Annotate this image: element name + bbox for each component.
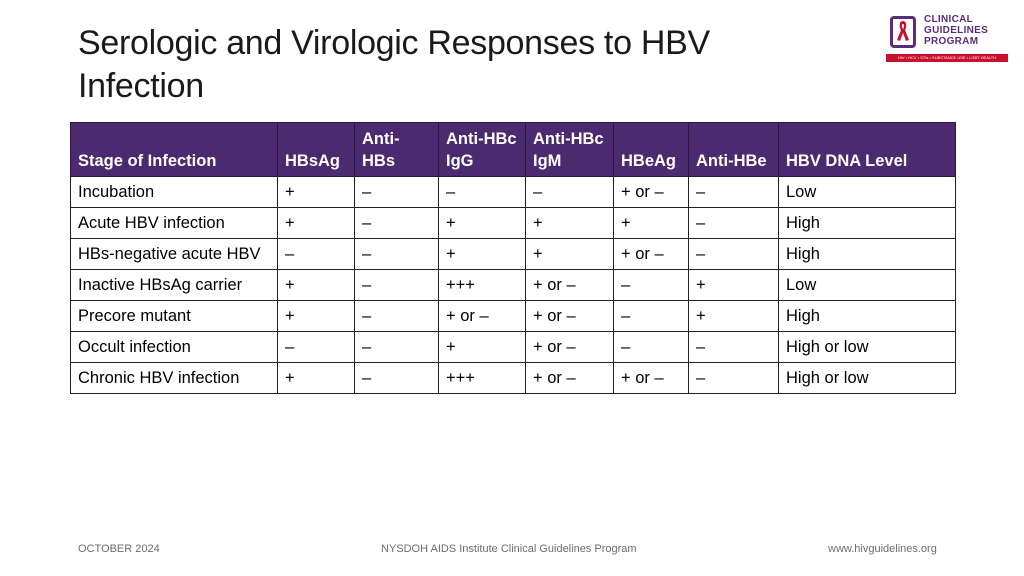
marker-cell: Low xyxy=(778,176,956,208)
column-header-line-2: Anti-HBe xyxy=(696,152,767,170)
table-row: HBs-negative acute HBV – – + + + or – – High xyxy=(70,238,956,270)
footer-url: www.hivguidelines.org xyxy=(828,543,937,555)
table-row: Inactive HBsAg carrier + – +++ + or – – + Low xyxy=(70,269,956,301)
marker-cell: – xyxy=(354,331,439,363)
marker-cell: – xyxy=(613,269,689,301)
marker-cell: + or – xyxy=(438,300,526,332)
column-header-line-2: Stage of Infection xyxy=(78,152,217,170)
logo-line-3: PROGRAM xyxy=(924,36,979,47)
marker-cell: High or low xyxy=(778,362,956,394)
marker-cell: + xyxy=(277,300,355,332)
marker-cell: + or – xyxy=(525,269,614,301)
marker-cell: – xyxy=(354,238,439,270)
marker-cell: +++ xyxy=(438,362,526,394)
stage-cell: Occult infection xyxy=(70,331,278,363)
marker-cell: – xyxy=(354,176,439,208)
table-row: Occult infection – – + + or – – – High or low xyxy=(70,331,956,363)
marker-cell: High xyxy=(778,207,956,239)
marker-cell: – xyxy=(354,269,439,301)
title-line-2: Infection xyxy=(78,67,204,105)
marker-cell: – xyxy=(613,300,689,332)
marker-cell: – xyxy=(688,207,779,239)
marker-cell: – xyxy=(354,207,439,239)
marker-cell: + xyxy=(525,238,614,270)
marker-cell: – xyxy=(688,176,779,208)
logo-tagline: HIV • HCV • STIs • SUBSTANCE USE • LGBT … xyxy=(886,54,1008,62)
table-row: Precore mutant + – + or – + or – – + High xyxy=(70,300,956,332)
marker-cell: + or – xyxy=(613,238,689,270)
logo-wordmark: CLINICAL GUIDELINES PROGRAM xyxy=(924,14,988,47)
column-header: HBeAg xyxy=(613,122,689,177)
stage-cell: Chronic HBV infection xyxy=(70,362,278,394)
column-header: Anti-HBc IgM xyxy=(525,122,614,177)
column-header-line-1: Anti-HBc xyxy=(446,130,517,148)
column-header: HBV DNA Level xyxy=(778,122,956,177)
table-row: Chronic HBV infection + – +++ + or – + or – – H… xyxy=(70,362,956,394)
marker-cell: + xyxy=(277,207,355,239)
column-header: Anti-HBe xyxy=(688,122,779,177)
marker-cell: High or low xyxy=(778,331,956,363)
marker-cell: – xyxy=(525,176,614,208)
column-header-line-2: HBV DNA Level xyxy=(786,152,908,170)
stage-cell: Acute HBV infection xyxy=(70,207,278,239)
marker-cell: + or – xyxy=(525,300,614,332)
footer-date: OCTOBER 2024 xyxy=(78,543,160,555)
table-header-row: Stage of Infection HBsAg Anti-HBs Anti-HBc I… xyxy=(70,122,956,177)
stage-cell: HBs-negative acute HBV xyxy=(70,238,278,270)
marker-cell: + xyxy=(277,176,355,208)
marker-cell: + or – xyxy=(613,176,689,208)
column-header: HBsAg xyxy=(277,122,355,177)
column-header: Anti-HBs xyxy=(354,122,439,177)
stage-cell: Inactive HBsAg carrier xyxy=(70,269,278,301)
marker-cell: + or – xyxy=(613,362,689,394)
marker-cell: + xyxy=(438,238,526,270)
marker-cell: – xyxy=(438,176,526,208)
marker-cell: – xyxy=(613,331,689,363)
column-header-line-2: IgG xyxy=(446,152,474,170)
marker-cell: + or – xyxy=(525,331,614,363)
column-header-line-1: Anti-HBc xyxy=(533,130,604,148)
marker-cell: + xyxy=(525,207,614,239)
marker-cell: High xyxy=(778,238,956,270)
column-header: Anti-HBc IgG xyxy=(438,122,526,177)
marker-cell: + or – xyxy=(525,362,614,394)
marker-cell: + xyxy=(277,362,355,394)
marker-cell: + xyxy=(613,207,689,239)
marker-cell: +++ xyxy=(438,269,526,301)
marker-cell: – xyxy=(354,300,439,332)
clinical-guidelines-program-logo: CLINICAL GUIDELINES PROGRAM HIV • HCV • … xyxy=(886,14,1008,64)
table-row: Incubation + – – – + or – – Low xyxy=(70,176,956,208)
logo-line-1: CLINICAL xyxy=(924,14,974,25)
logo-line-2: GUIDELINES xyxy=(924,25,989,36)
hbv-response-table: Stage of Infection HBsAg Anti-HBs Anti-HBc I… xyxy=(70,122,956,394)
title-line-1: Serologic and Virologic Responses to HBV xyxy=(78,24,710,62)
page-title: Serologic and Virologic Responses to HBV… xyxy=(78,22,838,108)
marker-cell: + xyxy=(688,300,779,332)
table-row: Acute HBV infection + – + + + – High xyxy=(70,207,956,239)
column-header-line-2: HBsAg xyxy=(285,152,341,170)
stage-cell: Precore mutant xyxy=(70,300,278,332)
marker-cell: – xyxy=(277,238,355,270)
marker-cell: – xyxy=(688,238,779,270)
marker-cell: + xyxy=(277,269,355,301)
marker-cell: – xyxy=(688,331,779,363)
marker-cell: + xyxy=(438,331,526,363)
marker-cell: – xyxy=(688,362,779,394)
marker-cell: + xyxy=(438,207,526,239)
marker-cell: + xyxy=(688,269,779,301)
awareness-ribbon-icon xyxy=(897,21,909,41)
footer-program: NYSDOH AIDS Institute Clinical Guideline… xyxy=(381,543,637,555)
table-body: Incubation + – – – + or – – Low Acute HBV infect… xyxy=(70,176,956,394)
marker-cell: – xyxy=(277,331,355,363)
marker-cell: – xyxy=(354,362,439,394)
column-header-line-2: Anti-HBs xyxy=(362,130,400,170)
stage-cell: Incubation xyxy=(70,176,278,208)
marker-cell: Low xyxy=(778,269,956,301)
column-header: Stage of Infection xyxy=(70,122,278,177)
column-header-line-2: HBeAg xyxy=(621,152,677,170)
marker-cell: High xyxy=(778,300,956,332)
column-header-line-2: IgM xyxy=(533,152,562,170)
